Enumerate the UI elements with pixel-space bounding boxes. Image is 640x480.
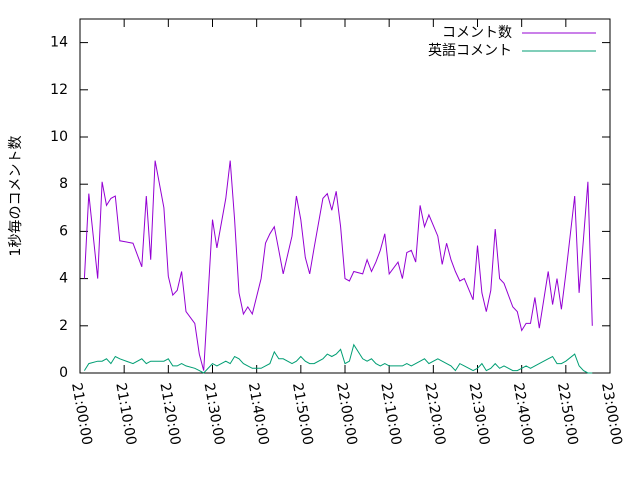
y-tick-label: 2 xyxy=(59,318,68,334)
y-tick-label: 0 xyxy=(59,365,68,381)
plot-frame xyxy=(79,18,611,374)
y-tick-label: 6 xyxy=(59,223,68,239)
y-axis-label: 1秒毎のコメント数 xyxy=(8,136,24,257)
legend-label: 英語コメント xyxy=(428,42,512,59)
y-tick-label: 10 xyxy=(50,129,68,145)
y-tick-label: 8 xyxy=(59,176,68,192)
y-tick-label: 12 xyxy=(50,82,68,98)
series-line xyxy=(83,160,593,371)
series-line xyxy=(83,343,593,374)
y-tick-label: 4 xyxy=(59,271,68,287)
y-tick-label: 14 xyxy=(50,35,68,51)
legend-label: コメント数 xyxy=(442,25,512,41)
